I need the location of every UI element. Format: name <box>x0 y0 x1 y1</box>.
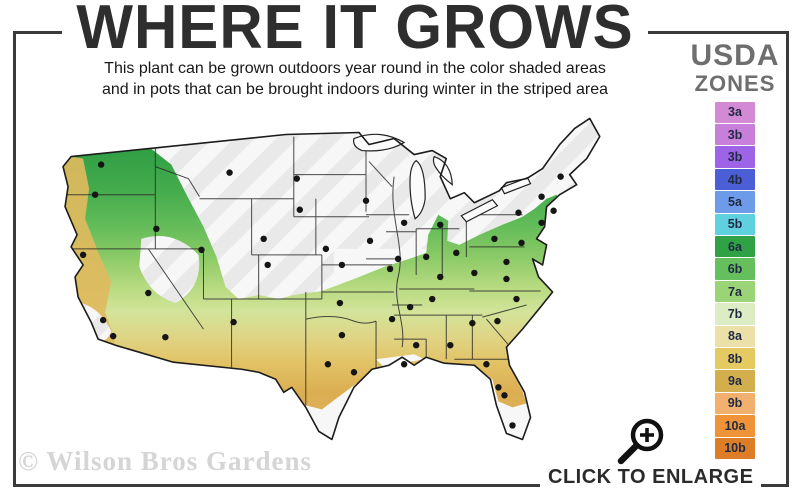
legend-title-zones: ZONES <box>694 70 776 96</box>
us-map-svg <box>62 117 601 441</box>
legend-zone-5b: 5b <box>715 213 755 236</box>
legend-zone-9b: 9b <box>715 392 755 415</box>
watermark: © Wilson Bros Gardens <box>18 446 312 476</box>
legend-zone-9a: 9a <box>715 370 755 392</box>
subtitle: This plant can be grown outdoors year ro… <box>30 58 680 100</box>
legend-zone-8b: 8b <box>715 347 755 370</box>
lake-erie <box>460 198 499 223</box>
subtitle-line-2: and in pots that can be brought indoors … <box>101 81 609 99</box>
legend-zone-3a: 3a <box>715 101 755 124</box>
city-dots <box>79 161 564 429</box>
page-title: WHERE IT GROWS <box>30 0 680 58</box>
legend-zone-10a: 10a <box>715 415 755 437</box>
legend-zone-7b: 7b <box>715 303 755 325</box>
page-title-text: WHERE IT GROWS <box>62 0 648 58</box>
legend-zone-3b: 3b <box>715 146 755 168</box>
zone-legend-list: 3a 3b 3b 4b 5a 5b 6a 6b 7a 7b 8a 8b 9a 9b 10a 10b <box>715 101 755 459</box>
coastal-tan-strip <box>63 156 116 346</box>
legend-title-usda: USDA <box>690 39 780 72</box>
legend-zone-6b: 6b <box>715 258 755 280</box>
legend-zone-8a: 8a <box>715 325 755 347</box>
zoom-in-icon[interactable] <box>612 414 668 470</box>
state-borders <box>63 136 541 406</box>
striped-patch-greatbasin <box>139 236 200 304</box>
usda-zones-legend: USDA ZONES 3a 3b 3b 4b 5a 5b 6a 6b 7a 7b 8a 8b 9a 9b 1… <box>688 40 782 460</box>
lake-michigan <box>409 159 426 220</box>
legend-zone-5a: 5a <box>715 191 755 213</box>
zone-shaded-region <box>63 146 561 410</box>
legend-zone-10b: 10b <box>715 437 755 459</box>
click-to-enlarge-button[interactable]: CLICK TO ENLARGE <box>540 466 762 489</box>
legend-zone-6a: 6a <box>715 236 755 258</box>
us-map-outline <box>62 117 601 441</box>
legend-zone-3b: 3b <box>715 124 755 146</box>
subtitle-line-1: This plant can be grown outdoors year ro… <box>104 60 606 77</box>
usda-zone-map[interactable] <box>53 106 675 476</box>
legend-zone-4b: 4b <box>715 168 755 191</box>
legend-zone-7a: 7a <box>715 280 755 303</box>
